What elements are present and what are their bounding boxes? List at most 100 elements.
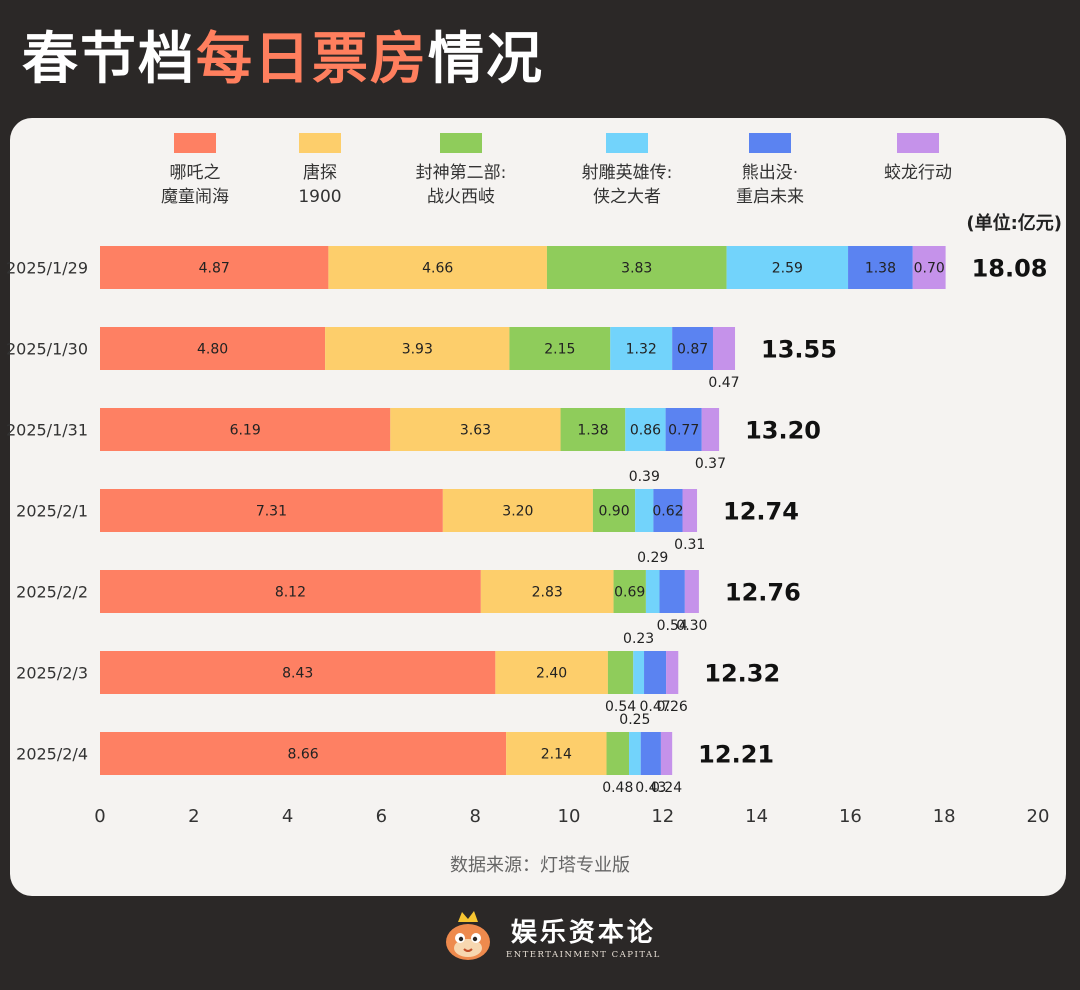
data-label: 0.31	[674, 537, 705, 553]
total-label: 12.74	[723, 498, 799, 526]
bar-segment	[495, 651, 608, 694]
legend-swatch	[606, 133, 648, 153]
data-label: 0.87	[677, 342, 708, 358]
x-tick-label: 18	[933, 806, 956, 827]
x-tick-label: 2	[188, 806, 199, 827]
total-label: 13.55	[761, 336, 837, 364]
bar-segment	[100, 246, 329, 289]
x-tick-label: 14	[745, 806, 768, 827]
bar-segment	[644, 651, 667, 694]
data-label: 3.20	[502, 504, 533, 520]
brand-name: 娱乐资本论	[510, 918, 656, 948]
bar-segment	[390, 408, 561, 451]
title-highlight: 每日票房	[196, 27, 428, 92]
bar-segment	[328, 246, 547, 289]
bar-segment	[610, 327, 673, 370]
data-label: 4.66	[422, 261, 453, 277]
brand-subtitle: ENTERTAINMENT CAPITAL	[506, 950, 661, 960]
data-label: 0.26	[657, 699, 688, 715]
legend-swatch	[440, 133, 482, 153]
bar-segment	[701, 408, 720, 451]
data-label: 2.15	[544, 342, 575, 358]
data-label: 1.38	[865, 261, 896, 277]
data-label: 2.40	[536, 666, 567, 682]
x-tick-label: 6	[376, 806, 387, 827]
bar-segment	[100, 327, 326, 370]
legend-label: 封神第二部:	[416, 163, 507, 183]
data-label: 0.47	[639, 699, 670, 715]
bar-segment	[666, 651, 679, 694]
bar-segment	[912, 246, 946, 289]
data-label: 0.25	[619, 712, 650, 728]
bar-segment	[659, 570, 685, 613]
bar-segment	[546, 246, 727, 289]
bar-segment	[442, 489, 593, 532]
legend-label: 哪吒之	[170, 163, 221, 183]
data-label: 0.43	[635, 780, 666, 796]
data-label: 0.62	[652, 504, 683, 520]
bar-segment	[672, 327, 713, 370]
bar-segment	[682, 489, 698, 532]
data-label: 0.69	[614, 585, 645, 601]
legend-label: 侠之大者	[593, 187, 661, 207]
page-title: 春节档每日票房情况	[22, 14, 544, 95]
data-label: 3.93	[402, 342, 433, 358]
legend-label: 战火西岐	[427, 187, 495, 207]
data-label: 0.90	[598, 504, 629, 520]
bar-segment	[506, 732, 607, 775]
data-label: 7.31	[256, 504, 287, 520]
bar-segment	[607, 651, 634, 694]
bar-segment	[653, 489, 683, 532]
data-label: 0.54	[657, 618, 688, 634]
category-label: 2025/2/3	[16, 664, 88, 683]
data-label: 4.80	[197, 342, 228, 358]
bar-segment	[509, 327, 611, 370]
source-label: 数据来源：灯塔专业版	[450, 855, 630, 876]
legend-swatch	[174, 133, 216, 153]
x-tick-label: 16	[839, 806, 862, 827]
data-label: 0.23	[623, 631, 654, 647]
bar-segment	[480, 570, 614, 613]
bar-segment	[712, 327, 736, 370]
category-label: 2025/2/1	[16, 502, 88, 521]
bar-segment	[848, 246, 913, 289]
bar-segment	[684, 570, 699, 613]
data-label: 2.83	[532, 585, 563, 601]
data-label: 2.59	[772, 261, 803, 277]
category-label: 2025/1/31	[6, 421, 88, 440]
bar-segment	[100, 489, 443, 532]
data-label: 2.14	[541, 747, 572, 763]
bar-segment	[635, 489, 654, 532]
data-label: 0.54	[605, 699, 636, 715]
data-label: 0.39	[629, 469, 660, 485]
bar-segment	[640, 732, 661, 775]
data-label: 4.87	[199, 261, 230, 277]
x-tick-label: 10	[558, 806, 581, 827]
total-label: 18.08	[972, 255, 1048, 283]
bar-segment	[726, 246, 849, 289]
legend-label: 1900	[298, 187, 341, 207]
mascot-logo-icon	[446, 911, 490, 960]
data-label: 0.30	[676, 618, 707, 634]
bar-segment	[100, 732, 507, 775]
legend-swatch	[749, 133, 791, 153]
category-label: 2025/2/4	[16, 745, 88, 764]
bar-segment	[100, 408, 391, 451]
data-label: 3.63	[460, 423, 491, 439]
category-label: 2025/1/30	[6, 340, 88, 359]
bar-segment	[629, 732, 641, 775]
legend-swatch	[897, 133, 939, 153]
data-label: 0.48	[602, 780, 633, 796]
data-label: 0.47	[708, 375, 739, 391]
bar-segment	[100, 651, 496, 694]
bar-segment	[560, 408, 626, 451]
legend-label: 熊出没·	[742, 163, 798, 183]
data-label: 8.12	[275, 585, 306, 601]
bar-segment	[625, 408, 666, 451]
bar-segment	[100, 570, 481, 613]
legend-swatch	[299, 133, 341, 153]
data-label: 0.86	[630, 423, 661, 439]
title-part1: 春节档	[22, 27, 196, 92]
legend-label: 蛟龙行动	[884, 163, 952, 183]
legend-label: 重启未来	[736, 187, 804, 207]
